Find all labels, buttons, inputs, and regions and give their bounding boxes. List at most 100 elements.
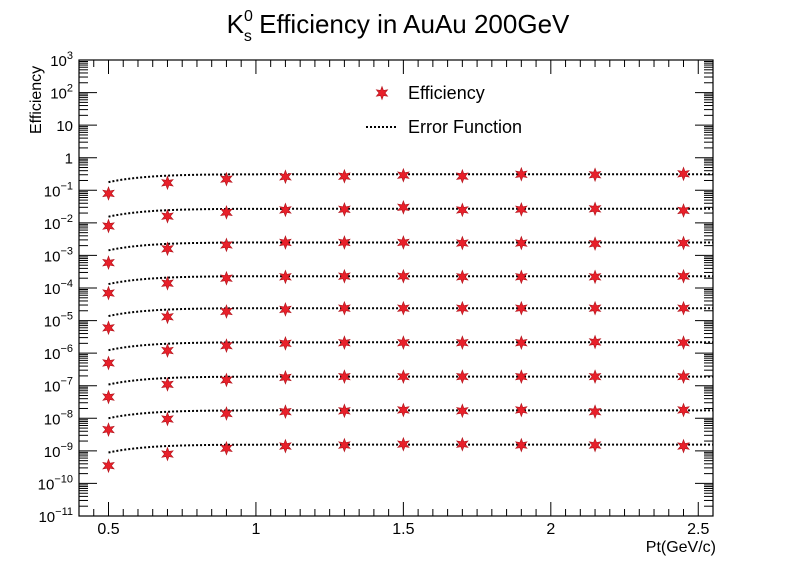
data-point (677, 300, 690, 316)
data-point (677, 268, 690, 284)
data-point (161, 343, 174, 358)
data-point (588, 201, 602, 217)
data-point (677, 438, 690, 454)
data-point (455, 235, 469, 251)
data-point (279, 438, 292, 454)
title-superscript: 0 (244, 8, 253, 25)
fit-curve (108, 173, 713, 184)
data-point (220, 171, 233, 187)
y-tick-label: 102 (50, 83, 73, 103)
y-tick-label: 10−7 (44, 376, 73, 396)
chart-title: K0 s Efficiency in AuAu 200GeV (227, 8, 570, 45)
data-point (588, 300, 602, 316)
data-point (514, 335, 528, 351)
data-point (455, 269, 469, 285)
data-point (455, 403, 469, 419)
data-point (455, 202, 469, 218)
y-axis-label: Efficiency (28, 66, 45, 134)
data-point (279, 169, 292, 185)
data-point (338, 300, 351, 316)
y-tick-label: 10−1 (44, 180, 73, 200)
data-point (279, 302, 292, 317)
data-point (220, 204, 233, 220)
y-tick-label: 103 (50, 50, 73, 70)
data-point (338, 168, 351, 184)
y-tick-label: 10−6 (44, 343, 73, 363)
data-point (396, 167, 410, 183)
data-point (279, 269, 292, 285)
y-tick-label: 10−9 (44, 441, 73, 461)
data-point (588, 404, 602, 420)
data-point (588, 269, 602, 285)
y-tick-label: 10 (56, 118, 73, 135)
fit-curve (108, 307, 713, 318)
legend-label-efficiency: Efficiency (408, 83, 485, 103)
x-tick-label: 1.5 (392, 521, 414, 538)
fit-curve (108, 341, 713, 352)
plot-frame (78, 59, 714, 517)
data-point (279, 335, 292, 351)
data-point (396, 199, 410, 215)
fit-curves (108, 173, 713, 454)
data-point (220, 338, 233, 354)
data-point (455, 369, 469, 384)
data-point (338, 335, 351, 351)
x-tick-label: 2.5 (687, 521, 709, 538)
x-axis-label: Pt(GeV/c) (646, 539, 716, 556)
data-point (279, 370, 292, 385)
data-point (161, 309, 174, 325)
data-point (514, 201, 528, 217)
data-point (102, 355, 115, 371)
data-point (102, 422, 115, 437)
data-point (396, 300, 410, 316)
data-point (455, 335, 469, 351)
fit-curve (108, 443, 713, 454)
data-point (161, 241, 174, 257)
y-tick-label: 10−8 (44, 408, 73, 428)
data-point (102, 186, 115, 201)
data-point (338, 201, 351, 217)
y-tick-label: 10−10 (38, 473, 73, 493)
data-point (396, 268, 410, 284)
data-point (455, 436, 469, 452)
data-point (161, 446, 174, 462)
data-point (514, 269, 528, 285)
legend-marker-efficiency (375, 85, 389, 101)
data-point (677, 203, 690, 218)
fit-curve (108, 409, 713, 420)
title-subscript: s (244, 28, 252, 45)
axis-ticks (79, 60, 714, 517)
data-point (161, 377, 174, 392)
data-point (279, 404, 292, 420)
legend: Efficiency Error Function (366, 83, 522, 137)
data-point (588, 369, 602, 384)
data-point (677, 166, 690, 182)
data-point (514, 437, 528, 453)
data-point (338, 235, 351, 250)
data-point (588, 334, 602, 350)
fit-curve (108, 207, 713, 218)
data-point (279, 202, 292, 218)
fit-curve (108, 375, 713, 386)
y-tick-label: 10−2 (44, 213, 73, 233)
data-point (396, 436, 410, 452)
data-point (102, 320, 115, 336)
data-point (220, 440, 233, 456)
x-tick-labels: 0.5 1 1.5 2 2.5 (97, 521, 709, 538)
data-point (396, 235, 410, 250)
y-tick-label: 10−11 (38, 506, 73, 526)
data-point (588, 167, 602, 183)
x-tick-label: 1 (251, 521, 260, 538)
data-point (396, 402, 410, 418)
data-point (338, 369, 351, 384)
y-tick-label: 1 (65, 151, 73, 168)
data-point (220, 406, 233, 421)
data-point (220, 372, 233, 388)
x-tick-label: 2 (546, 521, 555, 538)
fit-curve (108, 275, 713, 286)
data-point (455, 168, 469, 184)
data-point (514, 402, 528, 418)
data-point (338, 268, 351, 284)
data-point (102, 218, 115, 234)
